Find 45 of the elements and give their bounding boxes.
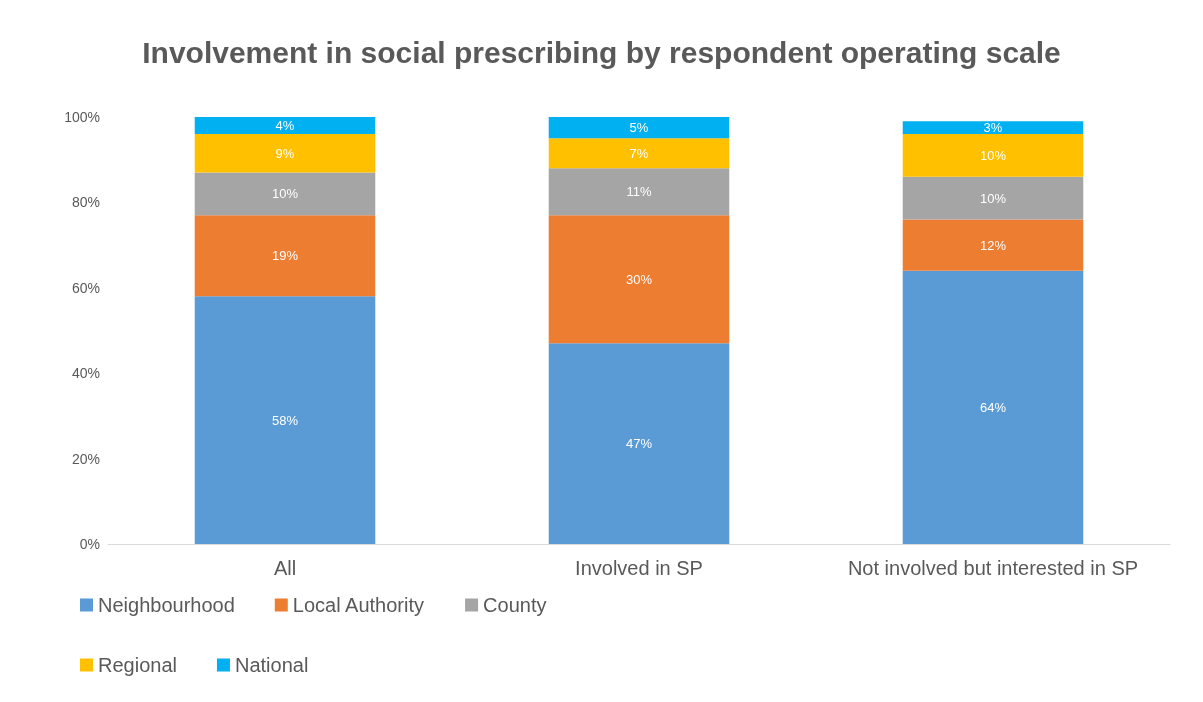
y-tick-label: 60%: [71, 279, 100, 296]
data-label: 11%: [626, 184, 652, 200]
bar: [194, 172, 376, 216]
legend-label: Local Authority: [292, 594, 424, 616]
bar: [902, 121, 1084, 135]
bar: [902, 176, 1084, 220]
bar: [194, 296, 376, 544]
chart-title: Involvement in social prescribing by respondent operating scale: [142, 35, 1061, 69]
bar: [548, 215, 730, 344]
data-label: 5%: [629, 120, 649, 136]
legend-label: County: [483, 594, 547, 616]
data-label: 7%: [629, 145, 649, 161]
y-tick-label: 80%: [71, 194, 100, 211]
x-tick-label: All: [273, 557, 297, 579]
data-label: 10%: [979, 190, 1007, 206]
data-label: 3%: [983, 120, 1003, 136]
bar: [548, 343, 730, 544]
x-tick-label: Involved in SP: [575, 557, 703, 579]
y-tick-label: 40%: [71, 365, 100, 382]
data-label: 4%: [275, 118, 295, 134]
y-tick-label: 0%: [79, 536, 100, 552]
bar: [548, 168, 730, 216]
x-tick-label: Not involved but interested in SP: [847, 557, 1139, 579]
bar: [548, 138, 730, 169]
y-tick-label: 100%: [64, 109, 100, 125]
data-label: 9%: [275, 145, 295, 161]
legend-label: Regional: [98, 654, 177, 676]
data-label: 10%: [271, 186, 299, 202]
bar: [902, 219, 1084, 271]
bar: [902, 270, 1084, 544]
data-label: 58%: [271, 412, 299, 428]
legend-label: Neighbourhood: [98, 594, 235, 616]
legend-label: National: [234, 654, 309, 676]
data-label: 12%: [979, 237, 1007, 253]
bar: [194, 134, 376, 173]
bar: [194, 215, 376, 297]
y-tick-label: 20%: [71, 450, 100, 467]
bar: [194, 117, 376, 135]
data-label: 10%: [979, 147, 1007, 163]
bar: [548, 117, 730, 139]
data-label: 64%: [979, 399, 1007, 415]
bar: [902, 134, 1084, 177]
data-label: 19%: [271, 248, 299, 264]
data-label: 47%: [625, 436, 653, 452]
data-label: 30%: [625, 271, 653, 287]
